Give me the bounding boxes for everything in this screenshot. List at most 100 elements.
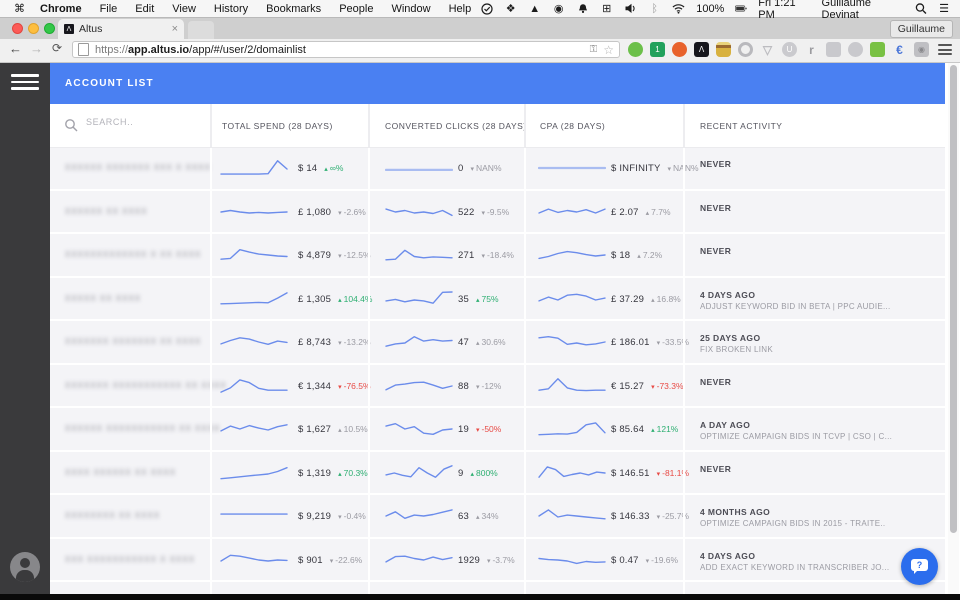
url-bar[interactable]: https://app.altus.io/app/#/user/2/domain… — [72, 41, 620, 58]
new-tab-button[interactable] — [188, 21, 214, 39]
camera-icon[interactable]: ◉ — [914, 42, 929, 57]
reload-button[interactable]: ⟳ — [52, 41, 63, 55]
menu-window[interactable]: Window — [391, 2, 431, 15]
table-row[interactable]: XXXXXX XXXXXXX XXX X XXXX $ 14 ▴ ∞% 0 ▾ NAN%… — [50, 147, 945, 189]
bluetooth-icon[interactable]: ᛒ — [651, 2, 658, 15]
spend-value: $ 1,319 — [298, 467, 332, 479]
back-button[interactable]: ← — [9, 41, 22, 56]
browser-toolbar: ← → ⟳ https://app.altus.io/app/#/user/2/… — [0, 39, 960, 63]
battery-ext-icon[interactable]: 1 — [650, 42, 665, 57]
spotlight-search-icon[interactable] — [915, 2, 927, 15]
bell-icon[interactable] — [576, 2, 589, 15]
account-name: XXXXXXXX XX XXXX — [65, 511, 161, 520]
chrome-profile-button[interactable]: Guillaume — [889, 20, 953, 38]
table-row[interactable]: XXXXXXX XXXXXXXXXXX XX XXXX € 1,344 ▾ -76.… — [50, 364, 945, 406]
table-row[interactable]: ▴ ▴ ▴ — [50, 582, 945, 594]
scrollbar-thumb[interactable] — [950, 65, 957, 533]
r-icon[interactable]: r — [809, 42, 814, 57]
url-text[interactable]: https://app.altus.io/app/#/user/2/domain… — [95, 43, 306, 56]
activity-when: A DAY AGO — [700, 420, 751, 430]
column-header-cpa[interactable]: CPA (28 DAYS) — [540, 121, 606, 131]
recent-activity: 4 DAYS AGO ADD EXACT KEYWORD IN TRANSCRIB… — [700, 551, 935, 572]
table-row[interactable]: XXXX XXXXXX XX XXXX $ 1,319 ▴ 70.3% 9 ▴ 800%… — [50, 451, 945, 493]
window-grid-icon[interactable]: ⊞ — [602, 3, 612, 15]
clicks-sparkline — [385, 554, 453, 563]
table-row[interactable]: XXX XXXXXXXXXXX X XXXX $ 901 ▾ -22.6% 1929… — [50, 538, 945, 580]
column-header-total-spend[interactable]: TOTAL SPEND (28 DAYS) — [222, 121, 333, 131]
table-row[interactable]: XXXXX XX XXXX £ 1,305 ▴ 104.4% 35 ▴ 75% £ 37… — [50, 277, 945, 319]
spend-value: $ 901 — [298, 554, 323, 566]
window-zoom-button[interactable] — [44, 23, 55, 34]
account-name: XXXXXX XXXXXXXXXXX XX XXXX — [65, 424, 221, 433]
table-row[interactable]: XXXXXX XX XXXX £ 1,080 ▾ -2.6% 522 ▾ -9.5% £… — [50, 190, 945, 232]
chrome-menu-icon[interactable] — [938, 44, 952, 56]
recent-activity: NEVER — [700, 246, 935, 256]
drop-icon[interactable] — [848, 42, 863, 57]
tab-close-icon[interactable]: × — [171, 23, 178, 35]
cpa-change: ▴ 7.2% — [637, 250, 663, 260]
clicks-sparkline — [385, 249, 453, 261]
table-row[interactable]: XXXXXXXX XX XXXX $ 9,219 ▾ -0.4% 63 ▴ 34% $ … — [50, 495, 945, 537]
euro-icon[interactable]: € — [896, 42, 903, 57]
activity-when: NEVER — [700, 463, 732, 474]
wifi-icon[interactable] — [672, 2, 685, 15]
spend-change: ▴ ∞% — [324, 163, 344, 173]
help-chat-button[interactable]: ? — [901, 548, 938, 585]
menu-file[interactable]: File — [99, 2, 118, 15]
cpa-value: £ 2.07 — [611, 206, 639, 218]
tab-altus[interactable]: Λ Altus × — [58, 19, 184, 39]
menubar-clock[interactable]: Fri 1:21 PM — [758, 0, 796, 21]
notification-center-icon[interactable]: ☰ — [939, 3, 949, 15]
window-minimize-button[interactable] — [28, 23, 39, 34]
recent-activity: NEVER — [700, 377, 935, 387]
sidebar-menu-icon[interactable] — [11, 74, 39, 91]
clicks-change: ▾ -9.5% — [481, 206, 510, 217]
frog-icon[interactable] — [870, 42, 885, 57]
activity-when: NEVER — [700, 202, 732, 213]
ghostery-icon[interactable] — [628, 42, 643, 57]
key-icon[interactable]: ⚿ — [589, 44, 598, 55]
forward-button[interactable]: → — [30, 41, 43, 56]
bookmark-star-icon[interactable]: ☆ — [603, 42, 614, 57]
clicks-value: 522 — [458, 206, 475, 218]
search-input[interactable] — [84, 116, 198, 128]
sync-check-icon[interactable] — [480, 2, 493, 15]
flame-icon[interactable] — [672, 42, 687, 57]
table-row[interactable]: XXXXXX XXXXXXXXXXX XX XXXX $ 1,627 ▴ 10.5%… — [50, 408, 945, 450]
menu-edit[interactable]: Edit — [135, 2, 155, 15]
column-header-converted-clicks[interactable]: CONVERTED CLICKS (28 DAYS) — [385, 121, 527, 131]
chat-ext-icon[interactable] — [826, 42, 841, 57]
mask-icon[interactable]: ◉ — [553, 3, 564, 15]
activity-detail: ADJUST KEYWORD BID IN BETA | PPC AUDIE..… — [700, 301, 891, 311]
clicks-change: ▴ 30.6% — [475, 337, 506, 347]
menubar-user[interactable]: Guillaume Devinat — [821, 0, 872, 21]
dropbox-icon[interactable]: ❖ — [505, 3, 516, 15]
menu-help[interactable]: Help — [448, 2, 472, 15]
vimeo-icon[interactable]: ▽ — [762, 42, 773, 57]
table-row[interactable]: XXXXXXX XXXXXXX XX XXXX £ 8,743 ▾ -13.2% 4… — [50, 321, 945, 363]
table-row[interactable]: XXXXXXXXXXXXX X XX XXXX $ 4,879 ▾ -12.5% 2… — [50, 234, 945, 276]
target-icon[interactable] — [738, 42, 753, 57]
burger-icon[interactable] — [716, 42, 731, 57]
menu-bookmarks[interactable]: Bookmarks — [266, 2, 322, 15]
u-icon[interactable]: U — [782, 42, 797, 57]
spend-sparkline — [220, 248, 288, 260]
menu-people[interactable]: People — [339, 2, 374, 15]
volume-icon[interactable] — [624, 2, 637, 15]
drive-icon[interactable]: ▲ — [529, 2, 541, 15]
window-close-button[interactable] — [12, 23, 23, 34]
clicks-sparkline — [385, 207, 453, 216]
menu-view[interactable]: View — [172, 2, 196, 15]
activity-detail: ADD EXACT KEYWORD IN TRANSCRIBER JO... — [700, 562, 890, 572]
tab-title: Altus — [79, 23, 103, 35]
scrollbar[interactable] — [948, 62, 959, 594]
menu-chrome[interactable]: Chrome — [40, 2, 82, 15]
macos-menubar: ⌘ Chrome File Edit View History Bookmarks Peop… — [0, 0, 960, 21]
user-avatar[interactable] — [10, 552, 40, 582]
apple-menu-icon[interactable]: ⌘ — [14, 3, 25, 15]
menu-history[interactable]: History — [213, 2, 249, 15]
bottom-bar — [0, 594, 960, 600]
clicks-value: 271 — [458, 250, 475, 261]
altus-ext-icon[interactable]: Λ — [694, 42, 709, 57]
column-header-recent-activity[interactable]: RECENT ACTIVITY — [700, 121, 783, 131]
